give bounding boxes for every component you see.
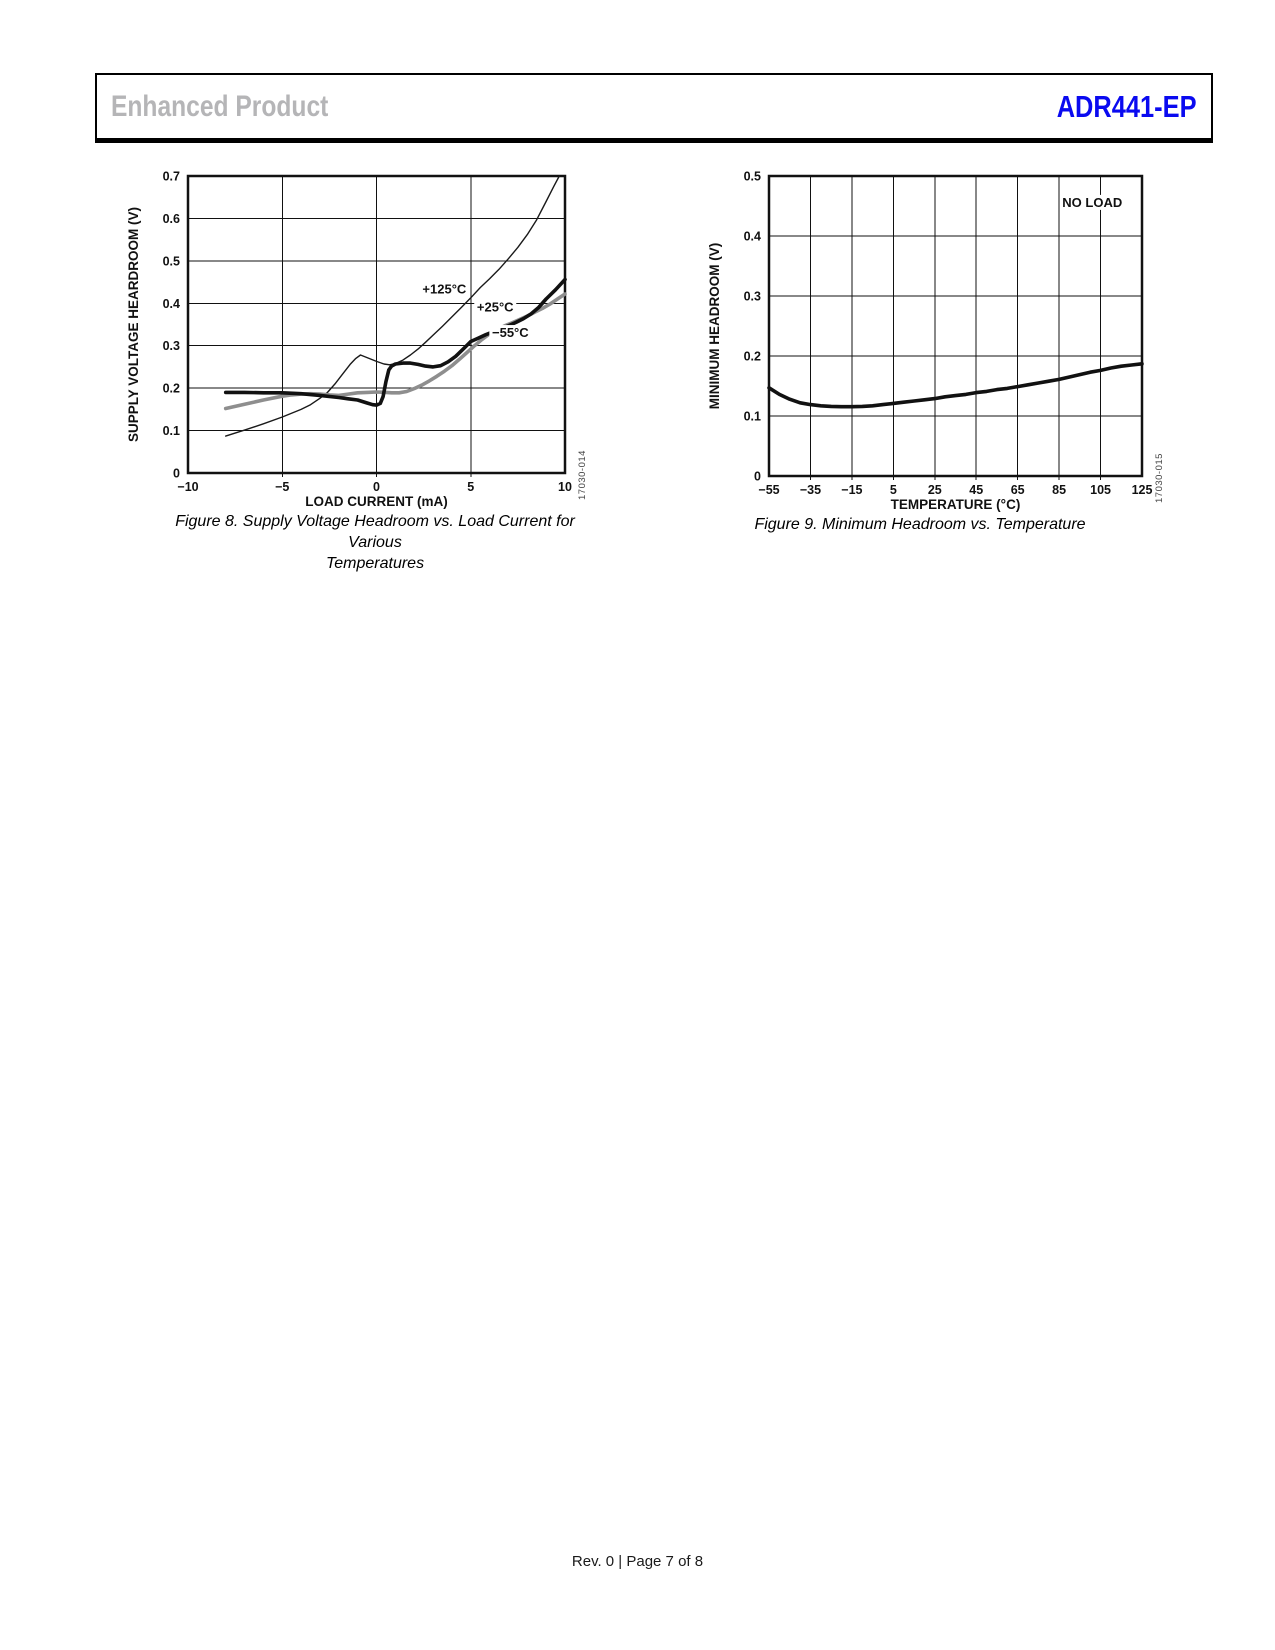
y-tick-label: 0.7 [163,170,180,184]
annotation-background [489,325,532,341]
curve-label: NO LOAD [1062,195,1122,210]
y-tick-label: 0.2 [163,382,180,396]
x-tick-label: 65 [1011,483,1025,497]
y-tick-label: 0.3 [744,290,761,304]
y-tick-label: 0.2 [744,350,761,364]
y-axis-label: SUPPLY VOLTAGE HEARDROOM (V) [126,207,141,442]
curve-label: +125°C [422,281,466,296]
figure-9-caption-line-1: Figure 9. Minimum Headroom vs. Temperatu… [754,516,1086,533]
y-tick-label: 0.5 [744,170,761,184]
series-curve [767,361,1144,409]
product-status-label: Enhanced Product [111,89,329,123]
y-tick-label: 0.6 [163,212,180,226]
plot-border [186,174,567,475]
curve-label: −55°C [492,325,529,340]
x-tick-label: −35 [800,483,821,497]
header-bar: Enhanced Product ADR441-EP [95,73,1213,143]
x-tick-label: −5 [275,480,289,494]
x-tick-label: 10 [558,480,572,494]
x-tick-label: 85 [1052,483,1066,497]
plot-border [767,174,1144,478]
y-tick-label: 0.3 [163,339,180,353]
series-curve [224,175,560,437]
y-tick-label: 0 [173,467,180,481]
x-axis-label: LOAD CURRENT (mA) [305,494,448,509]
y-tick-label: 0.1 [163,424,180,438]
x-tick-label: 105 [1090,483,1111,497]
figure-code: 17030-015 [1154,453,1165,503]
y-axis-label: MINIMUM HEADROOM (V) [707,243,722,409]
y-tick-label: 0.4 [163,297,180,311]
figure-code: 17030-014 [577,450,588,500]
x-tick-label: 5 [890,483,897,497]
y-tick-label: 0.1 [744,410,761,424]
series-curve [223,277,567,407]
annotation-background [419,281,470,297]
minimum-headroom-chart: NO LOAD −55 −35 −15 5 25 45 65 85 105 125 0 0.1 0.2 0.… [707,170,1165,513]
x-tick-label: 0 [373,480,380,494]
x-tick-label: −10 [177,480,198,494]
x-tick-label: −55 [758,483,779,497]
x-tick-label: 5 [467,480,474,494]
figure-8-caption: Figure 8. Supply Voltage Headroom vs. Lo… [150,512,600,574]
x-tick-label: −15 [841,483,862,497]
annotation-background [474,299,517,315]
figure-8-caption-line-2: Temperatures [325,554,425,572]
y-tick-label: 0.5 [163,254,180,268]
part-number-label: ADR441-EP [1057,88,1197,124]
x-axis-label: TEMPERATURE (°C) [891,497,1021,512]
figure-8-caption-line-1: Figure 8. Supply Voltage Headroom vs. Lo… [175,513,575,551]
supply-voltage-headroom-chart: +125°C +25°C −55°C −10 −5 0 5 10 0 0.1 0.2 0.3 0.4 0.… [126,170,588,510]
page-footer: Rev. 0 | Page 7 of 8 [571,1553,704,1570]
x-tick-label: 25 [928,483,942,497]
x-tick-label: 125 [1132,483,1153,497]
annotation-background [1063,194,1121,210]
y-tick-label: 0 [754,470,761,484]
curve-label: +25°C [477,300,514,315]
x-tick-label: 45 [969,483,983,497]
figure-9-caption: Figure 9. Minimum Headroom vs. Temperatu… [695,515,1145,536]
y-tick-label: 0.4 [744,230,761,244]
